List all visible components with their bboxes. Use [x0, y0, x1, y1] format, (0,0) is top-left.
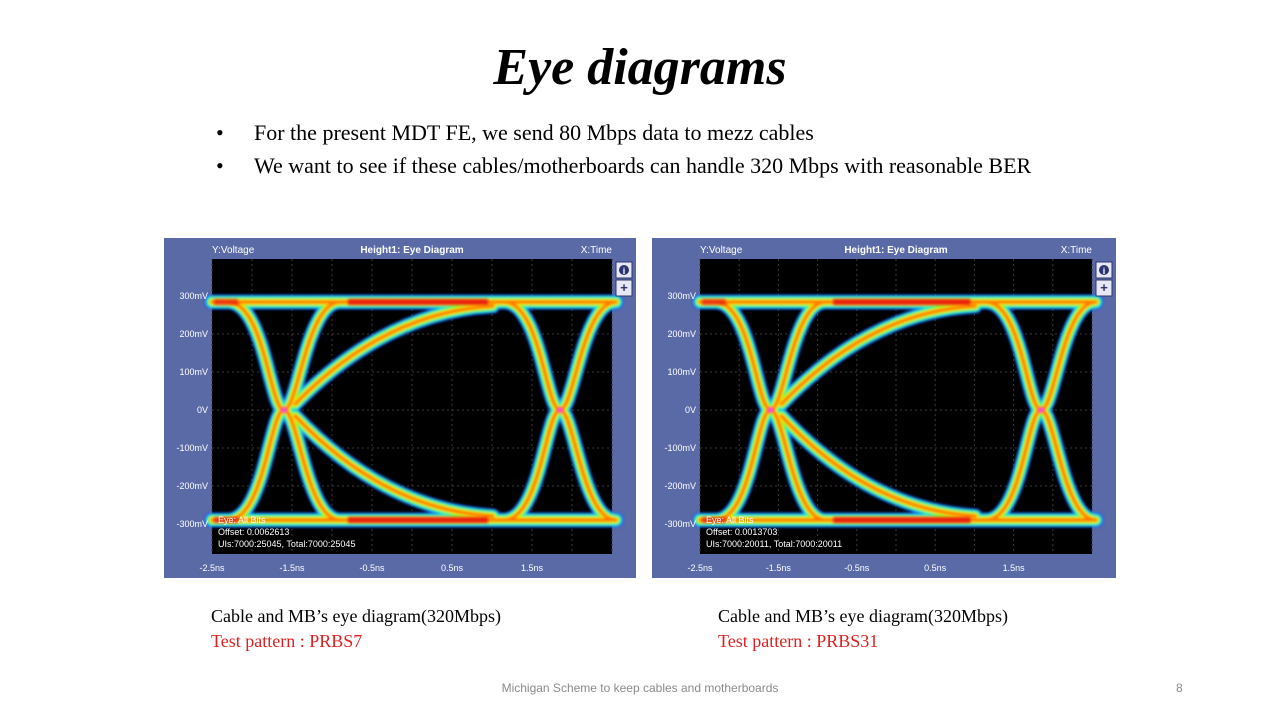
- scope-header-title: Height1: Eye Diagram: [844, 245, 947, 256]
- scope-header-title: Height1: Eye Diagram: [360, 245, 463, 256]
- y-tick-label: -300mV: [664, 519, 696, 529]
- page-number: 8: [1176, 681, 1183, 695]
- eye-info-overlay: Eye: All Bits Offset: 0.0062613 UIs:7000:2…: [218, 515, 355, 549]
- density-hotspots: [702, 299, 971, 523]
- caption-test-pattern: Test pattern : PRBS31: [718, 631, 879, 651]
- bullet-icon: •: [216, 120, 224, 145]
- info-line: Offset: 0.0013703: [706, 527, 777, 537]
- y-axis-name: Y:Voltage: [700, 245, 743, 256]
- zoom-button[interactable]: +: [615, 279, 633, 297]
- x-tick-label: 1.5ns: [1003, 563, 1026, 573]
- scope-header: Y:Voltage Height1: Eye Diagram X:Time: [700, 245, 1092, 256]
- x-axis-name: X:Time: [581, 245, 613, 256]
- crossing-marker: [1036, 405, 1047, 415]
- scope-header: Y:Voltage Height1: Eye Diagram X:Time: [212, 245, 612, 256]
- x-tick-label: -1.5ns: [279, 563, 305, 573]
- info-glyph: i: [1103, 266, 1106, 276]
- slide-title: Eye diagrams: [493, 39, 787, 96]
- x-tick-label: -2.5ns: [687, 563, 713, 573]
- y-tick-label: 200mV: [179, 329, 208, 339]
- y-tick-label: -200mV: [664, 481, 696, 491]
- x-tick-label: 1.5ns: [521, 563, 544, 573]
- y-tick-label: 0V: [685, 405, 696, 415]
- density-hotspots: [214, 299, 488, 523]
- y-tick-label: 300mV: [179, 291, 208, 301]
- eye-diagram-svg: Y:Voltage Height1: Eye Diagram X:Time 300mV…: [664, 245, 1113, 573]
- y-tick-label: -100mV: [664, 443, 696, 453]
- info-line: UIs:7000:25045, Total:7000:25045: [218, 539, 355, 549]
- x-axis-name: X:Time: [1061, 245, 1093, 256]
- caption-prbs31: Cable and MB’s eye diagram(320Mbps) Test…: [718, 604, 1008, 654]
- x-tick-label: -0.5ns: [359, 563, 385, 573]
- info-line: Eye: All Bits: [218, 515, 266, 525]
- bullet-text: We want to see if these cables/motherboa…: [254, 153, 1032, 178]
- eye-info-overlay: Eye: All Bits Offset: 0.0013703 UIs:7000:2…: [706, 515, 842, 549]
- info-line: Offset: 0.0062613: [218, 527, 289, 537]
- eye-diagram-scope-prbs7: Y:Voltage Height1: Eye Diagram X:Time 300mV…: [164, 238, 636, 578]
- zoom-button[interactable]: +: [1095, 279, 1113, 297]
- info-glyph: i: [623, 266, 626, 276]
- x-tick-label: -1.5ns: [766, 563, 792, 573]
- y-tick-label: 300mV: [667, 291, 696, 301]
- crossing-marker: [765, 405, 776, 415]
- eye-diagram-scope-prbs31: Y:Voltage Height1: Eye Diagram X:Time 300mV…: [652, 238, 1116, 578]
- caption-title: Cable and MB’s eye diagram(320Mbps): [211, 606, 501, 626]
- caption-title: Cable and MB’s eye diagram(320Mbps): [718, 606, 1008, 626]
- y-tick-label: 0V: [197, 405, 208, 415]
- y-tick-label: 100mV: [179, 367, 208, 377]
- crossing-marker: [279, 405, 289, 415]
- bullet-text: For the present MDT FE, we send 80 Mbps …: [254, 120, 814, 145]
- bullet-icon: •: [216, 153, 224, 178]
- plus-icon: +: [620, 280, 628, 295]
- x-tick-label: 0.5ns: [441, 563, 464, 573]
- x-tick-label: -2.5ns: [199, 563, 225, 573]
- info-line: Eye: All Bits: [706, 515, 754, 525]
- eye-diagram-svg: Y:Voltage Height1: Eye Diagram X:Time 300mV…: [176, 245, 633, 573]
- y-tick-label: -200mV: [176, 481, 208, 491]
- info-line: UIs:7000:20011, Total:7000:20011: [706, 539, 842, 549]
- y-tick-label: -300mV: [176, 519, 208, 529]
- bullet-item: • We want to see if these cables/motherbo…: [212, 151, 1072, 180]
- crossing-marker: [555, 405, 565, 415]
- info-button[interactable]: i: [1095, 261, 1113, 279]
- x-tick-label: -0.5ns: [844, 563, 870, 573]
- info-button[interactable]: i: [615, 261, 633, 279]
- y-tick-label: 100mV: [667, 367, 696, 377]
- info-icon: [1099, 265, 1109, 275]
- y-tick-label: -100mV: [176, 443, 208, 453]
- plus-icon: +: [1100, 280, 1108, 295]
- info-icon: [619, 265, 629, 275]
- x-tick-label: 0.5ns: [924, 563, 947, 573]
- y-axis-name: Y:Voltage: [212, 245, 255, 256]
- caption-test-pattern: Test pattern : PRBS7: [211, 631, 363, 651]
- bullet-item: • For the present MDT FE, we send 80 Mbps…: [212, 118, 1072, 147]
- footer-text: Michigan Scheme to keep cables and mothe…: [501, 681, 779, 695]
- y-tick-label: 200mV: [667, 329, 696, 339]
- caption-prbs7: Cable and MB’s eye diagram(320Mbps) Test…: [211, 604, 501, 654]
- bullet-list: • For the present MDT FE, we send 80 Mbps…: [212, 118, 1072, 184]
